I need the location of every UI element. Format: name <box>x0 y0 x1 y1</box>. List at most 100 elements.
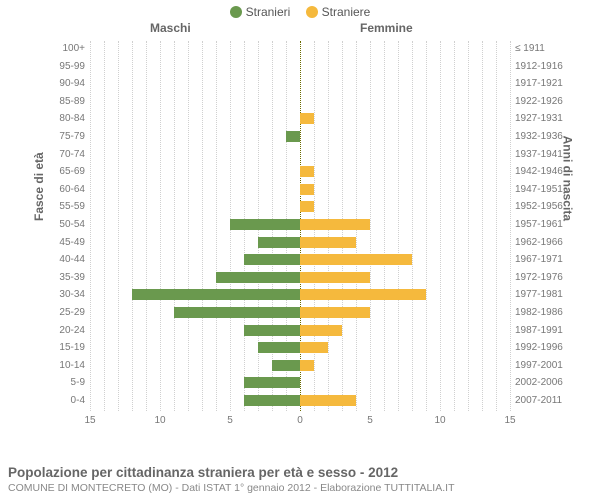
age-label: 35-39 <box>20 273 85 283</box>
age-label: 30-34 <box>20 290 85 300</box>
bar-row <box>90 272 510 283</box>
bar-row <box>90 96 510 107</box>
legend-swatch-male <box>230 6 242 18</box>
bar-male <box>286 131 300 142</box>
chart-title: Popolazione per cittadinanza straniera p… <box>8 465 592 480</box>
birth-label: 1922-1926 <box>515 97 580 107</box>
bar-row <box>90 377 510 388</box>
bar-female <box>300 342 328 353</box>
age-label: 10-14 <box>20 361 85 371</box>
birth-label: 1932-1936 <box>515 132 580 142</box>
birth-label: 1947-1951 <box>515 185 580 195</box>
birth-label: 1962-1966 <box>515 238 580 248</box>
bar-male <box>258 237 300 248</box>
age-label: 50-54 <box>20 220 85 230</box>
bar-male <box>230 219 300 230</box>
bar-row <box>90 254 510 265</box>
bar-row <box>90 184 510 195</box>
footer: Popolazione per cittadinanza straniera p… <box>8 465 592 494</box>
birth-label: 1957-1961 <box>515 220 580 230</box>
age-label: 70-74 <box>20 150 85 160</box>
bar-female <box>300 254 412 265</box>
bar-row <box>90 342 510 353</box>
bar-row <box>90 78 510 89</box>
x-tick-label: 10 <box>154 415 165 426</box>
age-label: 100+ <box>20 44 85 54</box>
bar-male <box>216 272 300 283</box>
birth-label: 1927-1931 <box>515 114 580 124</box>
age-label: 55-59 <box>20 202 85 212</box>
birth-labels: ≤ 19111912-19161917-19211922-19261927-19… <box>515 41 580 411</box>
birth-label: 1987-1991 <box>515 326 580 336</box>
age-label: 75-79 <box>20 132 85 142</box>
legend-label-female: Straniere <box>322 5 371 19</box>
bar-male <box>244 395 300 406</box>
bar-row <box>90 237 510 248</box>
age-label: 5-9 <box>20 378 85 388</box>
bar-male <box>244 325 300 336</box>
age-label: 80-84 <box>20 114 85 124</box>
birth-label: 2007-2011 <box>515 396 580 406</box>
age-labels: 100+ 95-99 90-94 85-89 80-84 75-79 70-74 65-69 6… <box>20 41 85 411</box>
bar-row <box>90 289 510 300</box>
x-ticks: 15105051015 <box>90 415 510 429</box>
age-label: 85-89 <box>20 97 85 107</box>
bar-female <box>300 360 314 371</box>
bar-male <box>132 289 300 300</box>
bar-row <box>90 307 510 318</box>
bar-row <box>90 113 510 124</box>
bar-male <box>244 254 300 265</box>
age-label: 90-94 <box>20 79 85 89</box>
age-label: 95-99 <box>20 62 85 72</box>
age-label: 65-69 <box>20 167 85 177</box>
bar-row <box>90 219 510 230</box>
bar-row <box>90 325 510 336</box>
bar-female <box>300 272 370 283</box>
birth-label: 1997-2001 <box>515 361 580 371</box>
bar-row <box>90 395 510 406</box>
bar-row <box>90 201 510 212</box>
age-label: 0-4 <box>20 396 85 406</box>
section-title-male: Maschi <box>150 21 191 35</box>
legend-swatch-female <box>306 6 318 18</box>
bar-female <box>300 166 314 177</box>
bar-row <box>90 131 510 142</box>
chart-subtitle: COMUNE DI MONTECRETO (MO) - Dati ISTAT 1… <box>8 482 592 494</box>
bar-row <box>90 61 510 72</box>
bar-female <box>300 237 356 248</box>
birth-label: 1912-1916 <box>515 62 580 72</box>
x-tick-label: 5 <box>367 415 373 426</box>
x-tick-label: 0 <box>297 415 303 426</box>
bar-male <box>258 342 300 353</box>
birth-label: 1977-1981 <box>515 290 580 300</box>
birth-label: 1972-1976 <box>515 273 580 283</box>
x-tick-label: 10 <box>434 415 445 426</box>
bar-male <box>244 377 300 388</box>
section-title-female: Femmine <box>360 21 413 35</box>
x-tick-label: 15 <box>84 415 95 426</box>
birth-label: 1982-1986 <box>515 308 580 318</box>
bar-row <box>90 360 510 371</box>
birth-label: 1992-1996 <box>515 343 580 353</box>
legend-item-female: Straniere <box>306 5 371 19</box>
legend-label-male: Stranieri <box>246 5 291 19</box>
legend: Stranieri Straniere <box>0 0 600 23</box>
x-tick-label: 15 <box>504 415 515 426</box>
age-label: 15-19 <box>20 343 85 353</box>
birth-label: 1952-1956 <box>515 202 580 212</box>
gridline <box>510 41 511 411</box>
age-label: 20-24 <box>20 326 85 336</box>
birth-label: 1917-1921 <box>515 79 580 89</box>
birth-label: 1937-1941 <box>515 150 580 160</box>
bar-female <box>300 289 426 300</box>
bar-female <box>300 395 356 406</box>
legend-item-male: Stranieri <box>230 5 291 19</box>
bar-male <box>174 307 300 318</box>
bar-male <box>272 360 300 371</box>
age-label: 60-64 <box>20 185 85 195</box>
bar-female <box>300 219 370 230</box>
birth-label: 1942-1946 <box>515 167 580 177</box>
x-tick-label: 5 <box>227 415 233 426</box>
bar-female <box>300 113 314 124</box>
birth-label: 2002-2006 <box>515 378 580 388</box>
